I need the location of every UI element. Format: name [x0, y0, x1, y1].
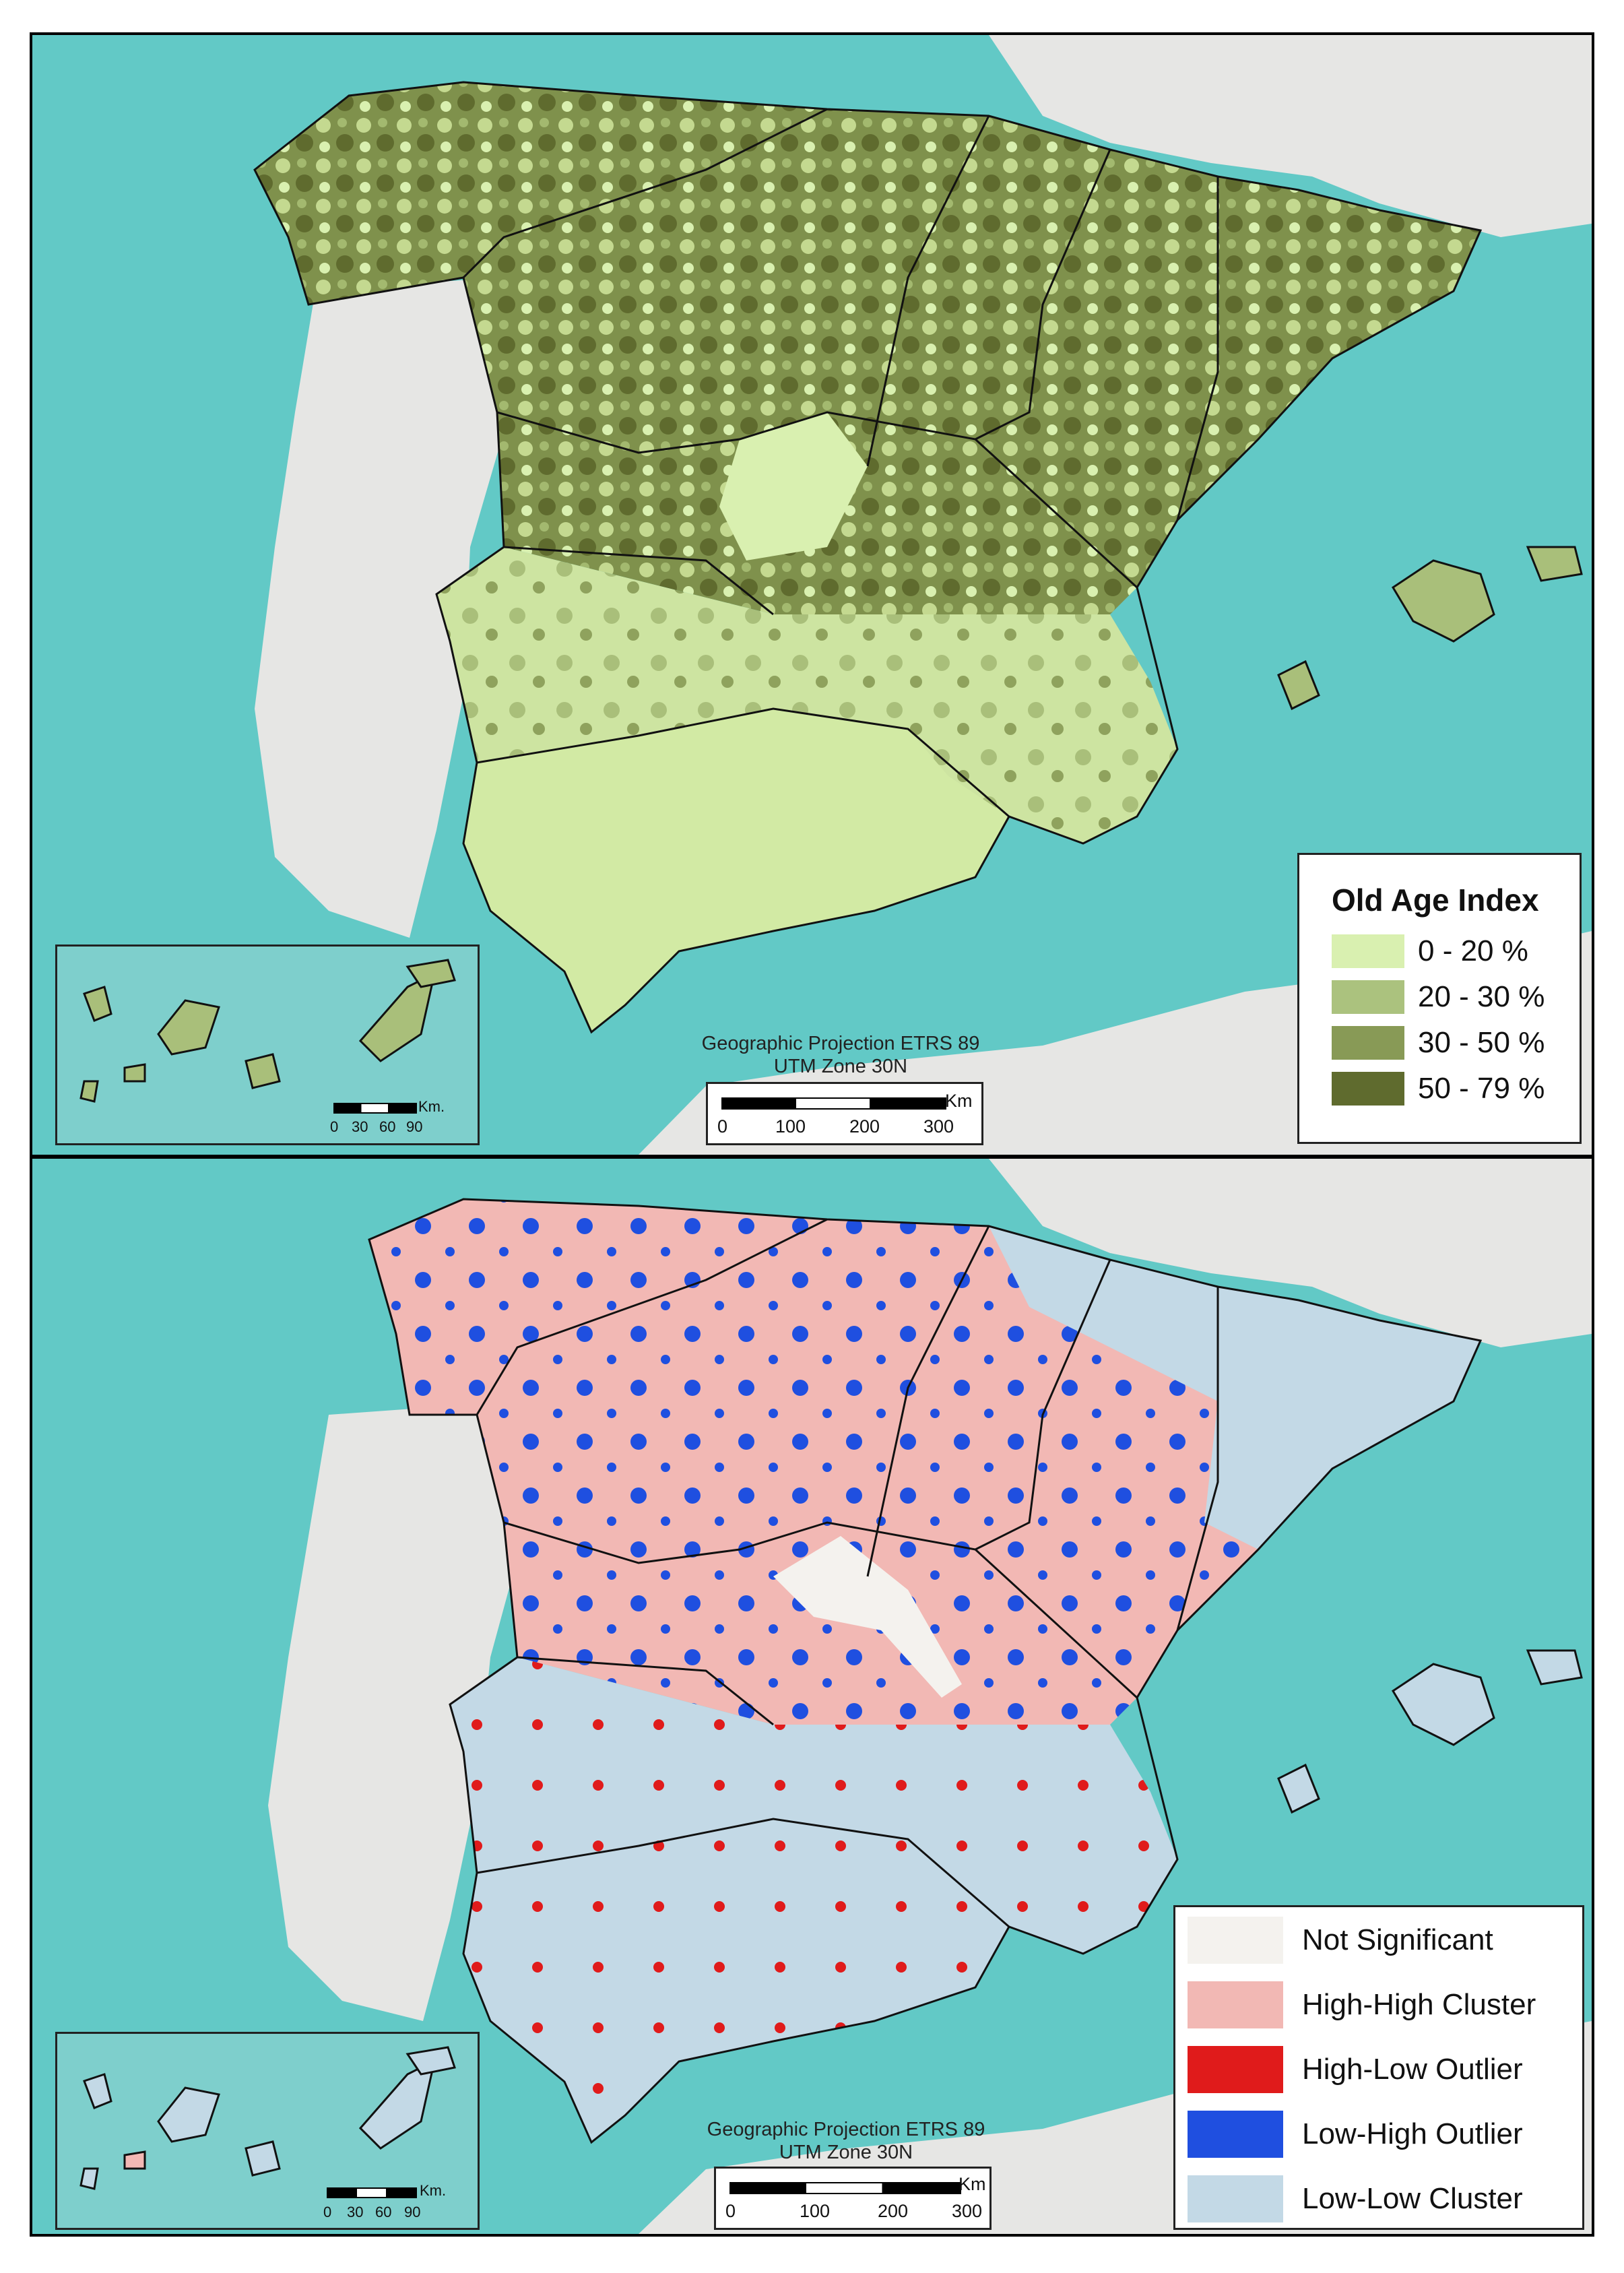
scale-tick: 0 [717, 1116, 728, 1136]
legend-label: 30 - 50 % [1418, 1026, 1545, 1059]
scale-bar: Km 0 100 200 300 [714, 2167, 992, 2230]
inset-scale-unit: Km. [420, 2182, 447, 2199]
scale-tick: 0 [725, 2201, 736, 2221]
legend-label: Not Significant [1302, 1923, 1493, 1956]
legend-label: High-Low Outlier [1302, 2053, 1523, 2086]
france-landmass [989, 1159, 1592, 1347]
legend-swatch [1188, 2046, 1283, 2093]
inset-scale-bar [327, 2187, 417, 2198]
andalusia [463, 709, 1009, 1032]
legend-item: Low-Low Cluster [1188, 2175, 1523, 2222]
inset-scale-tick: 90 [406, 1118, 423, 1135]
scale-bar-graphic [721, 1097, 946, 1110]
canary-islands-inset: Km. 0 30 60 90 [55, 945, 480, 1145]
legend-swatch [1188, 1981, 1283, 2028]
legend-label: Low-Low Cluster [1302, 2182, 1523, 2215]
inset-scale-bar [333, 1103, 417, 1114]
projection-note: Geographic Projection ETRS 89 UTM Zone 3… [679, 1032, 1002, 1078]
cluster-legend: Not Significant High-High Cluster High-L… [1173, 1905, 1584, 2230]
canary-islands-inset: Km. 0 30 60 90 [55, 2032, 480, 2230]
legend-label: 50 - 79 % [1418, 1072, 1545, 1105]
legend-item: Low-High Outlier [1188, 2111, 1523, 2158]
legend-label: Low-High Outlier [1302, 2117, 1523, 2150]
inset-scale-tick: 60 [379, 1118, 396, 1135]
scale-tick: 200 [878, 2201, 909, 2221]
legend-swatch [1188, 2111, 1283, 2158]
legend-item: High-Low Outlier [1188, 2046, 1523, 2093]
scale-tick: 200 [849, 1116, 880, 1136]
legend-swatch [1332, 980, 1404, 1014]
inset-scale-tick: 0 [330, 1118, 339, 1135]
northeast-low-low [989, 1226, 1481, 1549]
legend-swatch [1332, 1072, 1404, 1106]
lisa-cluster-map [32, 1159, 1592, 2234]
projection-note: Geographic Projection ETRS 89 UTM Zone 3… [684, 2118, 1008, 2164]
inset-scale-tick: 30 [347, 2204, 364, 2220]
legend-item: Not Significant [1188, 1917, 1493, 1964]
projection-line-1: Geographic Projection ETRS 89 [707, 2119, 985, 2140]
legend-item: 0 - 20 % [1332, 934, 1528, 968]
spain-north [255, 82, 1481, 614]
france-landmass [989, 35, 1592, 237]
spain-center-light [719, 412, 868, 561]
legend-label: 0 - 20 % [1418, 934, 1528, 967]
scale-tick: 300 [923, 1116, 954, 1136]
legend-swatch [1332, 934, 1404, 968]
scale-tick: 100 [775, 1116, 806, 1136]
scale-unit: Km [945, 1091, 973, 1111]
scale-bar-graphic [729, 2182, 961, 2194]
cluster-map-panel: Km. 0 30 60 90 Geographic Projection ETR… [30, 1156, 1594, 2237]
inset-scale-tick: 30 [352, 1118, 368, 1135]
scale-tick: 300 [952, 2201, 983, 2221]
legend-label: 20 - 30 % [1418, 980, 1545, 1013]
legend-title: Old Age Index [1332, 883, 1539, 918]
not-significant-band [773, 1536, 962, 1698]
portugal-landmass [255, 278, 517, 938]
inset-scale-tick: 0 [323, 2204, 332, 2220]
canary-islands-map [79, 2046, 456, 2190]
legend-item: 50 - 79 % [1332, 1072, 1545, 1106]
legend-item: 20 - 30 % [1332, 980, 1545, 1014]
scale-unit: Km [959, 2174, 986, 2194]
region-borders [368, 1198, 1483, 2144]
legend-swatch [1188, 1917, 1283, 1964]
canary-islands-map [79, 959, 456, 1103]
balearic-islands [1277, 546, 1583, 711]
inset-scale-tick: 90 [404, 2204, 421, 2220]
scale-bar: Km 0 100 200 300 [706, 1082, 983, 1145]
spain-south-cluster [450, 1657, 1177, 2142]
inset-scale-unit: Km. [418, 1098, 445, 1115]
scale-tick: 100 [800, 2201, 831, 2221]
legend-label: High-High Cluster [1302, 1988, 1536, 2021]
projection-line-2: UTM Zone 30N [779, 2142, 913, 2163]
old-age-index-legend: Old Age Index 0 - 20 % 20 - 30 % 30 - 50… [1297, 853, 1582, 1144]
legend-swatch [1188, 2175, 1283, 2222]
legend-item: High-High Cluster [1188, 1981, 1536, 2028]
balearic-islands [1277, 1649, 1583, 1814]
legend-item: 30 - 50 % [1332, 1026, 1545, 1060]
region-borders [253, 81, 1483, 1034]
legend-swatch [1332, 1026, 1404, 1060]
projection-line-1: Geographic Projection ETRS 89 [701, 1033, 980, 1054]
inset-scale-tick: 60 [375, 2204, 392, 2220]
old-age-index-map-panel: Km. 0 30 60 90 Geographic Projection ETR… [30, 32, 1594, 1157]
portugal-landmass [268, 1401, 531, 2021]
projection-line-2: UTM Zone 30N [773, 1056, 908, 1077]
